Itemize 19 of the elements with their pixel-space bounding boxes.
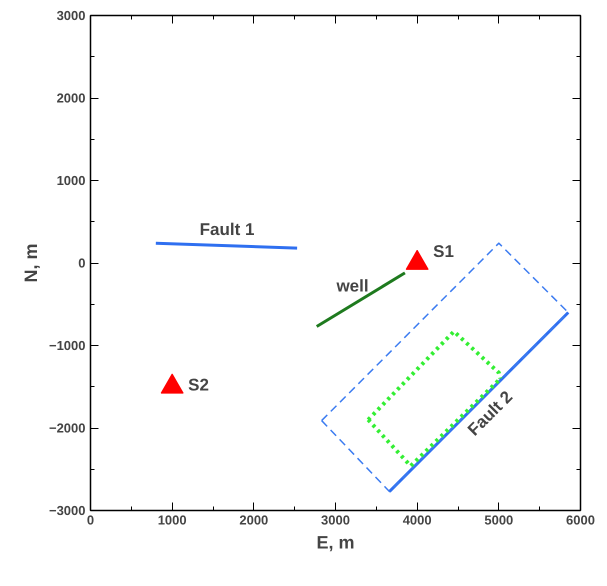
y-tick-label: 1000 [56, 173, 86, 188]
series-label: well [335, 276, 369, 296]
y-tick-label: −3000 [48, 503, 86, 518]
x-tick-label: 4000 [402, 512, 432, 528]
x-tick-label: 5000 [484, 512, 514, 528]
x-tick-label: 1000 [158, 512, 187, 528]
series-label: S1 [433, 242, 454, 261]
y-tick-label: 3000 [56, 8, 86, 23]
y-axis-title: N, m [20, 243, 41, 283]
x-tick-label: 2000 [239, 512, 268, 528]
y-tick-label: −2000 [48, 420, 86, 436]
x-axis-title: E, m [316, 532, 355, 552]
x-tick-label: 6000 [566, 512, 595, 528]
x-tick-label: 3000 [321, 512, 350, 528]
series-label: Fault 1 [200, 220, 254, 240]
y-tick-label: −1000 [48, 338, 86, 353]
y-tick-label: 0 [78, 256, 86, 270]
series-label: S2 [188, 375, 209, 394]
y-tick-label: 2000 [56, 90, 86, 106]
